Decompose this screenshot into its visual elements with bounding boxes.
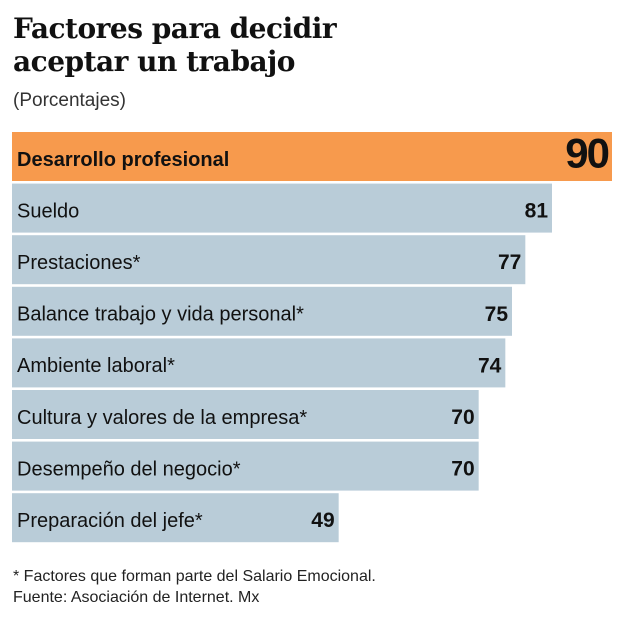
bar — [12, 183, 552, 233]
value-label: 70 — [451, 406, 474, 429]
category-label: Balance trabajo y vida personal* — [17, 304, 304, 326]
bar — [12, 390, 479, 439]
category-label: Sueldo — [17, 200, 79, 222]
value-label: 77 — [498, 251, 521, 274]
chart-subtitle: (Porcentajes) — [13, 90, 126, 111]
chart: Desarrollo profesional 90 Sueldo 81 Prestaci… — [12, 130, 612, 543]
category-label: Desarrollo profesional — [17, 149, 229, 171]
category-label: Ambiente laboral* — [17, 355, 175, 377]
bar — [12, 493, 339, 543]
category-label: Cultura y valores de la empresa* — [17, 407, 307, 429]
category-label: Desempeño del negocio* — [17, 458, 241, 480]
bar — [12, 338, 506, 388]
bar — [12, 235, 526, 285]
footnote: * Factores que forman parte del Salario … — [13, 568, 376, 585]
chart-title: Factores para decidir aceptar un trabajo — [13, 12, 337, 78]
value-label: 75 — [485, 303, 509, 326]
bar — [12, 286, 512, 336]
bar — [12, 441, 479, 491]
value-label: 70 — [451, 458, 474, 481]
notes: * Factores que forman parte del Salario … — [13, 566, 376, 608]
category-label: Prestaciones* — [17, 252, 141, 274]
value-label: 49 — [311, 509, 334, 532]
source: Fuente: Asociación de Internet. Mx — [13, 589, 260, 606]
value-label: 74 — [478, 354, 502, 377]
bar — [12, 132, 612, 181]
value-label: 81 — [525, 200, 549, 223]
category-label: Preparación del jefe* — [17, 510, 203, 532]
value-label: 90 — [565, 130, 608, 177]
